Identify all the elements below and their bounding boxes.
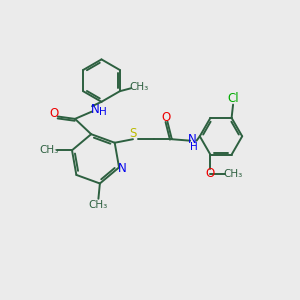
Text: N: N — [91, 103, 99, 116]
Text: N: N — [118, 162, 127, 176]
Text: CH₃: CH₃ — [89, 200, 108, 210]
Text: O: O — [50, 107, 59, 120]
Text: S: S — [129, 128, 137, 140]
Text: CH₃: CH₃ — [39, 145, 59, 155]
Text: O: O — [161, 111, 171, 124]
Text: N: N — [188, 133, 197, 146]
Text: Cl: Cl — [227, 92, 239, 105]
Text: O: O — [206, 167, 215, 180]
Text: H: H — [190, 142, 197, 152]
Text: CH₃: CH₃ — [130, 82, 149, 92]
Text: CH₃: CH₃ — [224, 169, 243, 179]
Text: H: H — [99, 107, 107, 117]
